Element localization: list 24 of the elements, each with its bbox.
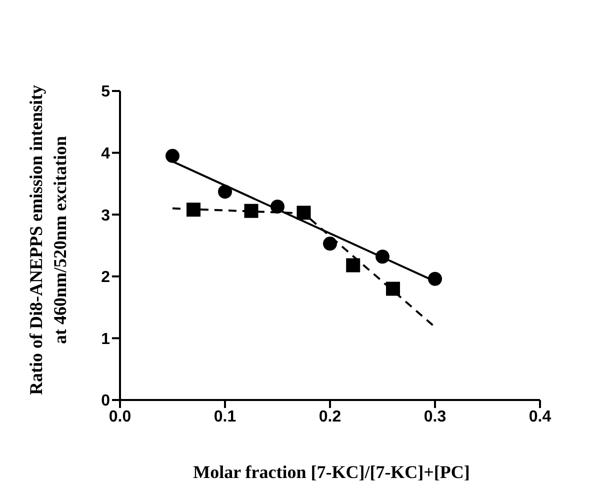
y-tick-label: 5: [101, 84, 110, 101]
y-tick-label: 0: [101, 392, 110, 410]
y-tick-label: 1: [101, 330, 110, 348]
x-tick-label: 0.1: [214, 408, 236, 426]
point: [166, 148, 180, 163]
point: [186, 202, 200, 217]
point: [218, 184, 232, 199]
x-tick-label: 0.2: [318, 408, 342, 426]
x-tick-label: 0.4: [528, 408, 552, 426]
point: [270, 200, 284, 214]
y-tick-label: 4: [101, 145, 110, 162]
point: [244, 204, 258, 218]
point: [346, 258, 360, 272]
point: [376, 250, 390, 264]
y-axis-title: Ratio of Di8-ANEPPS emission intensity at 460nm/520nm excitation: [25, 85, 71, 395]
x-tick-label: 0.3: [424, 408, 446, 426]
x-axis-title: Molar fraction [7-KC]/[7-KC]+[PC]: [192, 462, 471, 483]
point: [386, 282, 400, 296]
point: [296, 206, 311, 220]
point: [428, 272, 442, 286]
y-tick-label: 2: [101, 269, 110, 286]
y-tick-label: 3: [101, 207, 110, 224]
point: [323, 236, 337, 251]
x-tick-label: 0.0: [108, 408, 132, 426]
